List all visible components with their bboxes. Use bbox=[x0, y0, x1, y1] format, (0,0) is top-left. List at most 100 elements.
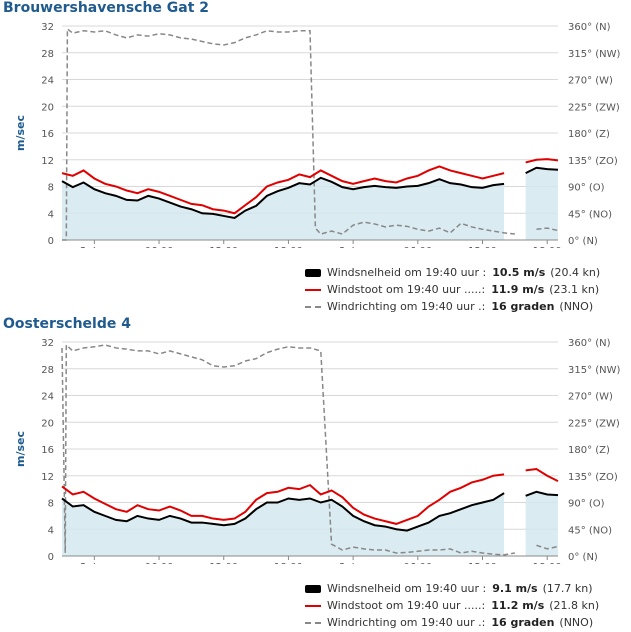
y-tick-label: 32 bbox=[41, 22, 54, 33]
y-axis-label: m/sec bbox=[14, 115, 27, 151]
y-tick-label: 28 bbox=[41, 49, 54, 60]
y2-tick-label: 315° (NW) bbox=[568, 49, 621, 60]
x-tick-label: 3. Jun bbox=[339, 562, 367, 564]
legend-value: 11.9 m/s bbox=[491, 283, 545, 296]
x-tick-label: 18:00 bbox=[533, 246, 562, 248]
y-tick-label: 20 bbox=[41, 102, 54, 113]
legend-extra: (NNO) bbox=[559, 300, 594, 313]
legend-extra: (21.8 kn) bbox=[549, 599, 600, 612]
station-title: Brouwershavensche Gat 2 bbox=[3, 0, 210, 16]
legend-item-direction[interactable]: Windrichting om 19:40 uur .: 16 graden (… bbox=[305, 298, 631, 315]
y-tick-label: 24 bbox=[41, 76, 54, 87]
station-title: Oosterschelde 4 bbox=[3, 316, 131, 332]
y2-tick-label: 270° (W) bbox=[568, 392, 613, 403]
x-tick-label: 2. Jun bbox=[80, 246, 108, 248]
y2-tick-label: 315° (NW) bbox=[568, 365, 621, 376]
speed-area bbox=[525, 167, 558, 240]
y2-tick-label: 360° (N) bbox=[568, 338, 611, 349]
legend-label: Windsnelheid om 19:40 uur : bbox=[327, 266, 487, 279]
legend-swatch-direction bbox=[305, 621, 321, 624]
speed-area bbox=[525, 491, 558, 556]
legend-swatch-gust bbox=[305, 604, 321, 607]
y-tick-label: 4 bbox=[48, 525, 54, 536]
x-tick-label: 12:00 bbox=[209, 562, 238, 564]
y2-tick-label: 225° (ZW) bbox=[568, 102, 620, 113]
y-tick-label: 0 bbox=[48, 552, 54, 563]
y2-tick-label: 45° (NO) bbox=[568, 525, 612, 536]
y2-tick-label: 180° (Z) bbox=[568, 129, 610, 140]
legend-item-gust[interactable]: Windstoot om 19:40 uur .....: 11.9 m/s (… bbox=[305, 281, 631, 298]
y-tick-label: 8 bbox=[48, 499, 54, 510]
y2-tick-label: 0° (N) bbox=[568, 552, 598, 563]
y2-tick-label: 270° (W) bbox=[568, 76, 613, 87]
legend-item-direction[interactable]: Windrichting om 19:40 uur .: 16 graden (… bbox=[305, 614, 631, 631]
x-tick-label: 3. Jun bbox=[339, 246, 367, 248]
direction-line bbox=[61, 343, 515, 556]
y-tick-label: 24 bbox=[41, 392, 54, 403]
wind-chart[interactable]: 0 4 8 12 16 20 24 28 32 0° (N) 45° (NO) 90° (O) 135°… bbox=[0, 18, 631, 248]
legend-value: 16 graden bbox=[491, 616, 555, 629]
gust-line bbox=[525, 158, 559, 164]
legend-value: 11.2 m/s bbox=[491, 599, 545, 612]
direction-line bbox=[536, 227, 559, 232]
y2-tick-label: 225° (ZW) bbox=[568, 418, 620, 429]
y2-tick-label: 90° (O) bbox=[568, 183, 605, 194]
legend-label: Windstoot om 19:40 uur .....: bbox=[327, 283, 486, 296]
speed-line bbox=[525, 166, 559, 175]
y2-tick-label: 135° (ZO) bbox=[568, 472, 618, 483]
y-tick-label: 32 bbox=[41, 338, 54, 349]
x-tick-label: 06:00 bbox=[145, 562, 174, 564]
y2-tick-label: 180° (Z) bbox=[568, 445, 610, 456]
x-tick-label: 06:00 bbox=[403, 246, 432, 248]
legend-extra: (NNO) bbox=[559, 616, 594, 629]
legend-swatch-speed bbox=[305, 268, 321, 277]
y-tick-label: 28 bbox=[41, 365, 54, 376]
legend-item-speed[interactable]: Windsnelheid om 19:40 uur : 9.1 m/s (17.… bbox=[305, 580, 631, 597]
y-tick-label: 0 bbox=[48, 236, 54, 247]
y-tick-label: 12 bbox=[41, 472, 54, 483]
y-tick-label: 8 bbox=[48, 183, 54, 194]
legend-swatch-speed bbox=[305, 584, 321, 593]
legend-label: Windrichting om 19:40 uur .: bbox=[327, 616, 486, 629]
wind-chart[interactable]: 0 4 8 12 16 20 24 28 32 0° (N) 45° (NO) 90° (O) 135°… bbox=[0, 334, 631, 564]
station-panel-1: Brouwershavensche Gat 2 0 4 8 12 16 20 24 28 32 0… bbox=[0, 0, 631, 315]
x-tick-label: 12:00 bbox=[468, 246, 497, 248]
gust-line bbox=[61, 473, 505, 525]
direction-line bbox=[62, 27, 515, 241]
x-tick-label: 2. Jun bbox=[80, 562, 108, 564]
y2-tick-label: 360° (N) bbox=[568, 22, 611, 33]
legend-item-speed[interactable]: Windsnelheid om 19:40 uur : 10.5 m/s (20… bbox=[305, 264, 631, 281]
legend-value: 10.5 m/s bbox=[492, 266, 546, 279]
gust-line bbox=[525, 468, 559, 482]
legend-label: Windstoot om 19:40 uur .....: bbox=[327, 599, 486, 612]
legend-value: 16 graden bbox=[491, 300, 555, 313]
x-tick-label: 18:00 bbox=[274, 562, 303, 564]
station-panel-2: Oosterschelde 4 0 4 8 12 16 20 24 28 32 0° (N) 45°… bbox=[0, 316, 631, 632]
y2-tick-label: 0° (N) bbox=[568, 236, 598, 247]
y2-tick-label: 90° (O) bbox=[568, 499, 605, 510]
legend-swatch-gust bbox=[305, 288, 321, 291]
x-tick-label: 12:00 bbox=[468, 562, 497, 564]
y-tick-label: 12 bbox=[41, 156, 54, 167]
legend-label: Windsnelheid om 19:40 uur : bbox=[327, 582, 487, 595]
speed-line bbox=[525, 490, 559, 497]
legend-label: Windrichting om 19:40 uur .: bbox=[327, 300, 486, 313]
x-tick-label: 06:00 bbox=[403, 562, 432, 564]
legend: Windsnelheid om 19:40 uur : 9.1 m/s (17.… bbox=[305, 580, 631, 631]
y2-tick-label: 135° (ZO) bbox=[568, 156, 618, 167]
x-tick-label: 18:00 bbox=[533, 562, 562, 564]
legend: Windsnelheid om 19:40 uur : 10.5 m/s (20… bbox=[305, 264, 631, 315]
y-tick-label: 20 bbox=[41, 418, 54, 429]
y-tick-label: 16 bbox=[41, 445, 54, 456]
x-tick-label: 06:00 bbox=[145, 246, 174, 248]
y-axis-label: m/sec bbox=[14, 431, 27, 467]
speed-line bbox=[61, 176, 505, 219]
legend-extra: (17.7 kn) bbox=[542, 582, 593, 595]
y-tick-label: 4 bbox=[48, 209, 54, 220]
legend-extra: (20.4 kn) bbox=[550, 266, 601, 279]
y-tick-label: 16 bbox=[41, 129, 54, 140]
legend-item-gust[interactable]: Windstoot om 19:40 uur .....: 11.2 m/s (… bbox=[305, 597, 631, 614]
legend-swatch-direction bbox=[305, 305, 321, 308]
speed-line bbox=[61, 492, 505, 532]
speed-area bbox=[62, 177, 505, 240]
